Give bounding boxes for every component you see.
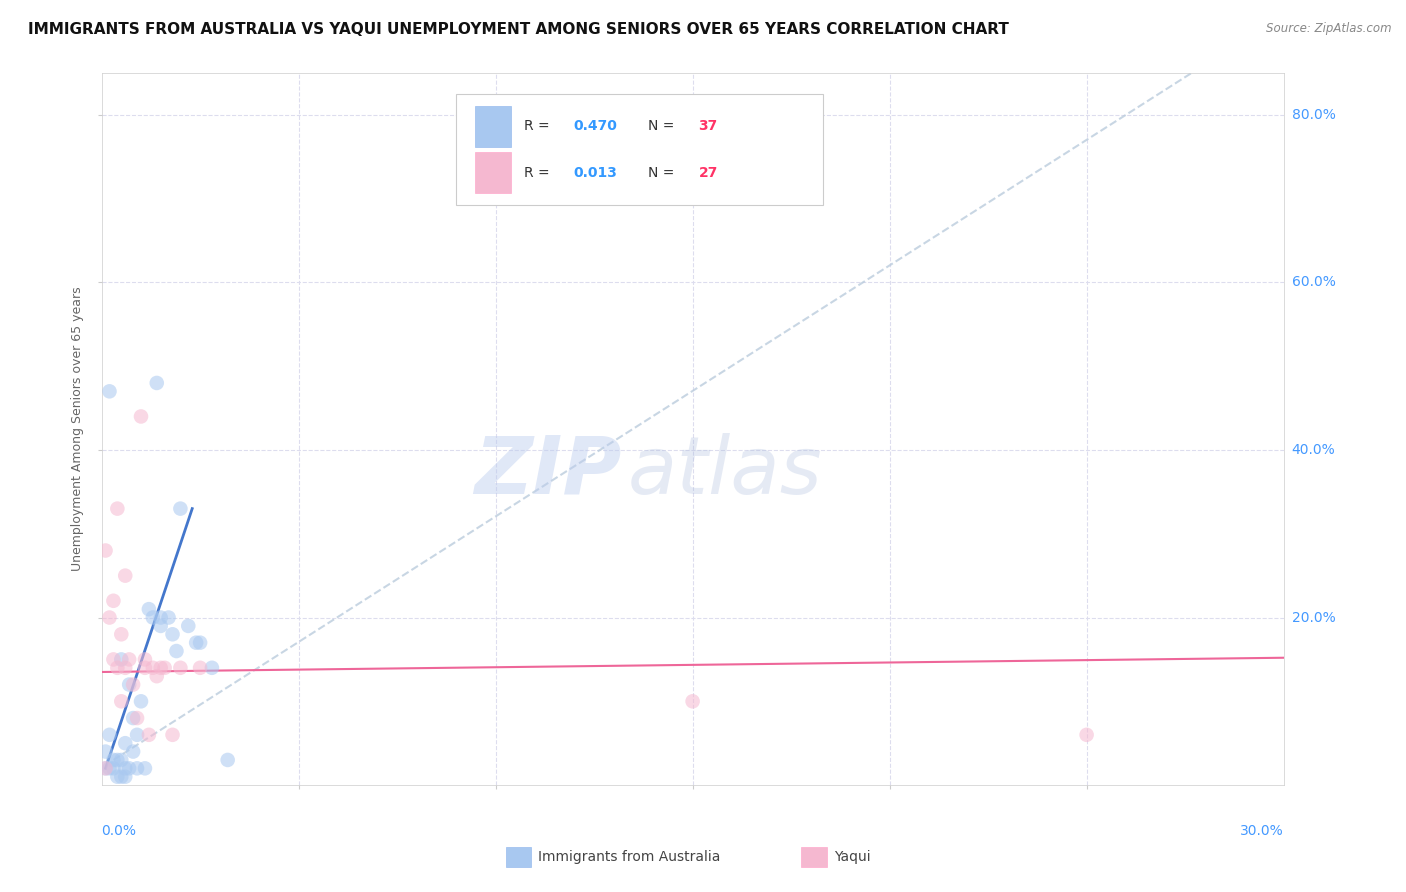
Point <box>125 761 148 775</box>
Point <box>122 677 145 691</box>
Point <box>94 745 117 759</box>
Point <box>134 761 156 775</box>
Point <box>125 728 148 742</box>
Point <box>110 627 132 641</box>
Point <box>98 761 121 775</box>
Point <box>105 753 128 767</box>
Point <box>153 661 176 675</box>
Point <box>142 610 165 624</box>
Text: N =: N = <box>648 120 679 134</box>
Point <box>114 661 136 675</box>
Point <box>114 761 136 775</box>
Point <box>1076 728 1098 742</box>
Point <box>98 728 121 742</box>
Point <box>169 501 191 516</box>
Point <box>142 661 165 675</box>
Text: 0.013: 0.013 <box>574 166 617 179</box>
Point <box>157 610 180 624</box>
Point <box>145 376 167 390</box>
Point <box>110 770 132 784</box>
Point <box>110 694 132 708</box>
Point <box>162 728 184 742</box>
Text: 30.0%: 30.0% <box>1240 824 1284 838</box>
Point <box>114 568 136 582</box>
Text: 40.0%: 40.0% <box>1292 443 1336 457</box>
Text: 80.0%: 80.0% <box>1292 108 1336 122</box>
Point <box>145 669 167 683</box>
Point <box>162 627 184 641</box>
Y-axis label: Unemployment Among Seniors over 65 years: Unemployment Among Seniors over 65 years <box>72 286 84 572</box>
Point <box>122 711 145 725</box>
Point <box>149 619 172 633</box>
FancyBboxPatch shape <box>456 95 823 205</box>
Point <box>217 753 239 767</box>
Point <box>103 652 125 666</box>
FancyBboxPatch shape <box>475 153 510 193</box>
Text: Yaqui: Yaqui <box>834 850 870 864</box>
Point <box>98 384 121 399</box>
Point <box>94 761 117 775</box>
Point <box>103 753 125 767</box>
Point <box>105 661 128 675</box>
Point <box>138 602 160 616</box>
Point <box>682 694 704 708</box>
Text: 0.0%: 0.0% <box>101 824 136 838</box>
Point <box>114 770 136 784</box>
Point <box>114 736 136 750</box>
Text: R =: R = <box>523 120 554 134</box>
Text: 0.470: 0.470 <box>574 120 617 134</box>
Text: 27: 27 <box>699 166 718 179</box>
Point <box>94 761 117 775</box>
Point <box>103 594 125 608</box>
Text: atlas: atlas <box>627 433 823 511</box>
FancyBboxPatch shape <box>475 106 510 146</box>
Point <box>138 728 160 742</box>
Point <box>94 543 117 558</box>
Point <box>105 501 128 516</box>
Text: 20.0%: 20.0% <box>1292 610 1336 624</box>
Bar <box>801 847 827 867</box>
Point <box>134 661 156 675</box>
Point <box>166 644 188 658</box>
Point <box>186 635 208 649</box>
Text: ZIP: ZIP <box>474 433 621 511</box>
Point <box>169 661 191 675</box>
Point <box>201 661 224 675</box>
Point <box>129 694 152 708</box>
Text: Source: ZipAtlas.com: Source: ZipAtlas.com <box>1267 22 1392 36</box>
Point <box>129 409 152 424</box>
Point <box>149 610 172 624</box>
Text: Immigrants from Australia: Immigrants from Australia <box>538 850 721 864</box>
Point <box>110 753 132 767</box>
Point <box>149 661 172 675</box>
Point <box>105 770 128 784</box>
Text: 37: 37 <box>699 120 718 134</box>
Text: IMMIGRANTS FROM AUSTRALIA VS YAQUI UNEMPLOYMENT AMONG SENIORS OVER 65 YEARS CORR: IMMIGRANTS FROM AUSTRALIA VS YAQUI UNEMP… <box>28 22 1010 37</box>
Text: 60.0%: 60.0% <box>1292 276 1336 289</box>
Point <box>118 677 141 691</box>
Bar <box>506 847 531 867</box>
Text: R =: R = <box>523 166 554 179</box>
Point <box>98 610 121 624</box>
Text: N =: N = <box>648 166 679 179</box>
Point <box>188 661 211 675</box>
Point <box>134 652 156 666</box>
Point <box>188 635 211 649</box>
Point <box>118 761 141 775</box>
Point <box>122 745 145 759</box>
Point <box>177 619 200 633</box>
Point <box>110 652 132 666</box>
Point <box>125 711 148 725</box>
Point <box>118 652 141 666</box>
Point <box>103 761 125 775</box>
